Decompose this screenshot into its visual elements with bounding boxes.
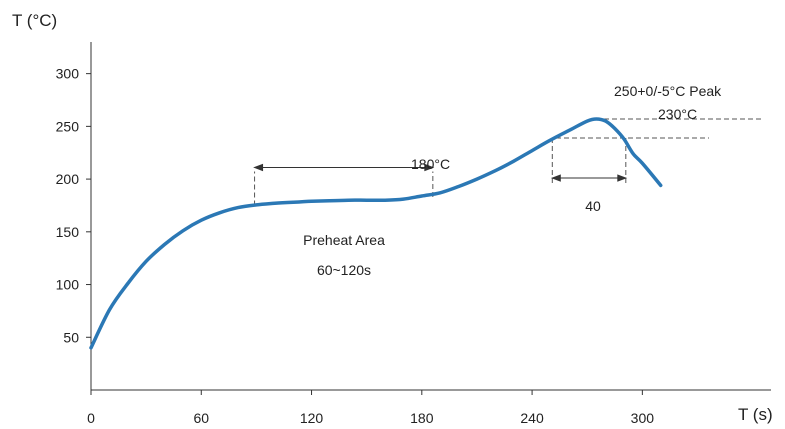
preheat-range-label: 60~120s bbox=[317, 262, 371, 278]
peak-label: 250+0/-5°C Peak bbox=[614, 83, 722, 99]
y-tick-label: 300 bbox=[56, 66, 80, 82]
arrows bbox=[253, 163, 628, 182]
x-axis-title: T (s) bbox=[738, 405, 773, 424]
x-tick-label: 300 bbox=[631, 410, 655, 426]
axes: 0 60 120 180 240 300 50 100 150 200 250 300 T (°C)… bbox=[12, 11, 773, 426]
x-tick-label: 240 bbox=[520, 410, 544, 426]
x-tick-label: 120 bbox=[300, 410, 324, 426]
window-40-arrow-head-left bbox=[550, 174, 561, 182]
y-axis-title: T (°C) bbox=[12, 11, 57, 30]
x-ticks: 0 60 120 180 240 300 bbox=[87, 390, 654, 426]
temperature-profile-line bbox=[89, 117, 663, 350]
y-tick-label: 100 bbox=[56, 277, 80, 293]
window-40-label: 40 bbox=[585, 198, 601, 214]
label-180: 180°C bbox=[411, 156, 450, 172]
annotation-labels: 250+0/-5°C Peak 230°C 40 180°C Preheat A… bbox=[303, 83, 722, 278]
preheat-title: Preheat Area bbox=[303, 232, 385, 248]
y-tick-label: 150 bbox=[56, 224, 80, 240]
x-tick-label: 0 bbox=[87, 410, 95, 426]
y-tick-label: 200 bbox=[56, 171, 80, 187]
preheat-arrow-head-left bbox=[253, 163, 264, 172]
x-tick-label: 180 bbox=[410, 410, 434, 426]
level-230-label: 230°C bbox=[658, 106, 697, 122]
window-40-arrow-head-right bbox=[617, 174, 628, 182]
y-tick-label: 250 bbox=[56, 118, 80, 134]
y-tick-label: 50 bbox=[63, 329, 79, 345]
x-tick-label: 60 bbox=[193, 410, 209, 426]
y-ticks: 50 100 150 200 250 300 bbox=[56, 66, 91, 345]
preheat-arrow-head-right bbox=[424, 163, 435, 172]
